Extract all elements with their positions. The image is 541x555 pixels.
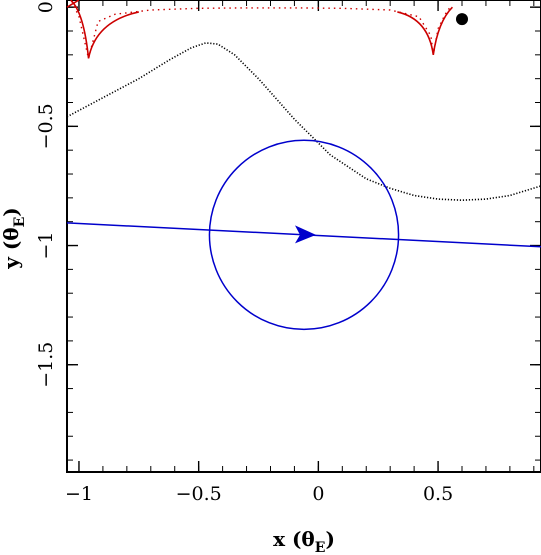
- y-tick-label: −1.5: [35, 342, 57, 388]
- x-tick-label: −0.5: [176, 483, 222, 505]
- caustic-right-cusp: [397, 6, 453, 55]
- source-circle: [208, 139, 400, 331]
- x-tick-label: 0.5: [423, 483, 453, 505]
- secondary-curve-line: [66, 42, 541, 202]
- tick-labels: −1 −0.5 0 0.5 0 −0.5 −1 −1.5: [35, 1, 453, 505]
- caustic-left-cusp: [70, 0, 139, 59]
- source-track: [66, 139, 541, 331]
- plot-border: [66, 0, 541, 473]
- secondary-curve: [66, 42, 541, 202]
- caustic-curve: [66, 0, 453, 59]
- axis-ticks: [67, 0, 541, 472]
- x-axis-label: x (θE): [273, 527, 335, 555]
- direction-arrow-icon: [295, 225, 316, 244]
- caustic-left-edge: [66, 0, 80, 8]
- lens-point: [456, 13, 468, 26]
- x-tick-label: 0: [312, 483, 324, 505]
- caustic-dotted-line: [71, 0, 451, 59]
- y-axis-label: y (θE): [0, 207, 28, 270]
- lens-marker: [456, 13, 468, 26]
- y-tick-label: 0: [35, 1, 57, 13]
- plot-frame: [66, 0, 541, 473]
- y-tick-label: −1: [35, 232, 57, 260]
- y-tick-label: −0.5: [35, 103, 57, 149]
- x-tick-label: −1: [65, 483, 93, 505]
